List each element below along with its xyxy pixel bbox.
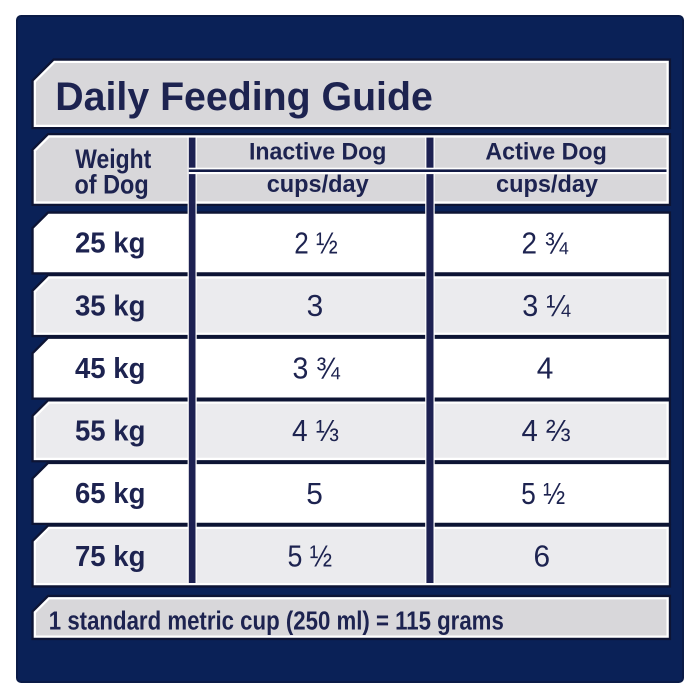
- svg-text:3 ¼: 3 ¼: [522, 288, 571, 323]
- svg-text:75 kg: 75 kg: [75, 541, 145, 573]
- svg-text:6: 6: [534, 538, 551, 573]
- svg-text:4: 4: [537, 351, 554, 386]
- svg-text:2 ½: 2 ½: [294, 225, 338, 260]
- svg-text:3 ¾: 3 ¾: [292, 351, 341, 386]
- svg-text:35 kg: 35 kg: [75, 290, 145, 322]
- svg-text:65 kg: 65 kg: [75, 478, 145, 510]
- svg-text:1 standard metric cup (250 ml): 1 standard metric cup (250 ml) = 115 gra…: [49, 608, 504, 636]
- svg-text:55 kg: 55 kg: [75, 416, 145, 448]
- svg-text:of Dog: of Dog: [74, 169, 148, 199]
- svg-text:Active Dog: Active Dog: [485, 138, 607, 165]
- svg-text:cups/day: cups/day: [496, 171, 598, 198]
- svg-text:45 kg: 45 kg: [75, 353, 145, 385]
- svg-text:5 ½: 5 ½: [287, 538, 332, 573]
- svg-text:Weight: Weight: [75, 144, 151, 174]
- svg-text:4 ⅔: 4 ⅔: [522, 413, 571, 448]
- svg-text:5: 5: [306, 476, 323, 511]
- svg-text:Daily Feeding Guide: Daily Feeding Guide: [55, 75, 433, 119]
- svg-text:3: 3: [307, 288, 324, 323]
- svg-text:25 kg: 25 kg: [75, 228, 145, 260]
- svg-text:5 ½: 5 ½: [521, 476, 565, 511]
- svg-text:Inactive Dog: Inactive Dog: [249, 138, 387, 165]
- svg-text:2 ¾: 2 ¾: [522, 225, 570, 260]
- svg-text:4 ⅓: 4 ⅓: [292, 413, 339, 448]
- svg-text:cups/day: cups/day: [267, 171, 369, 198]
